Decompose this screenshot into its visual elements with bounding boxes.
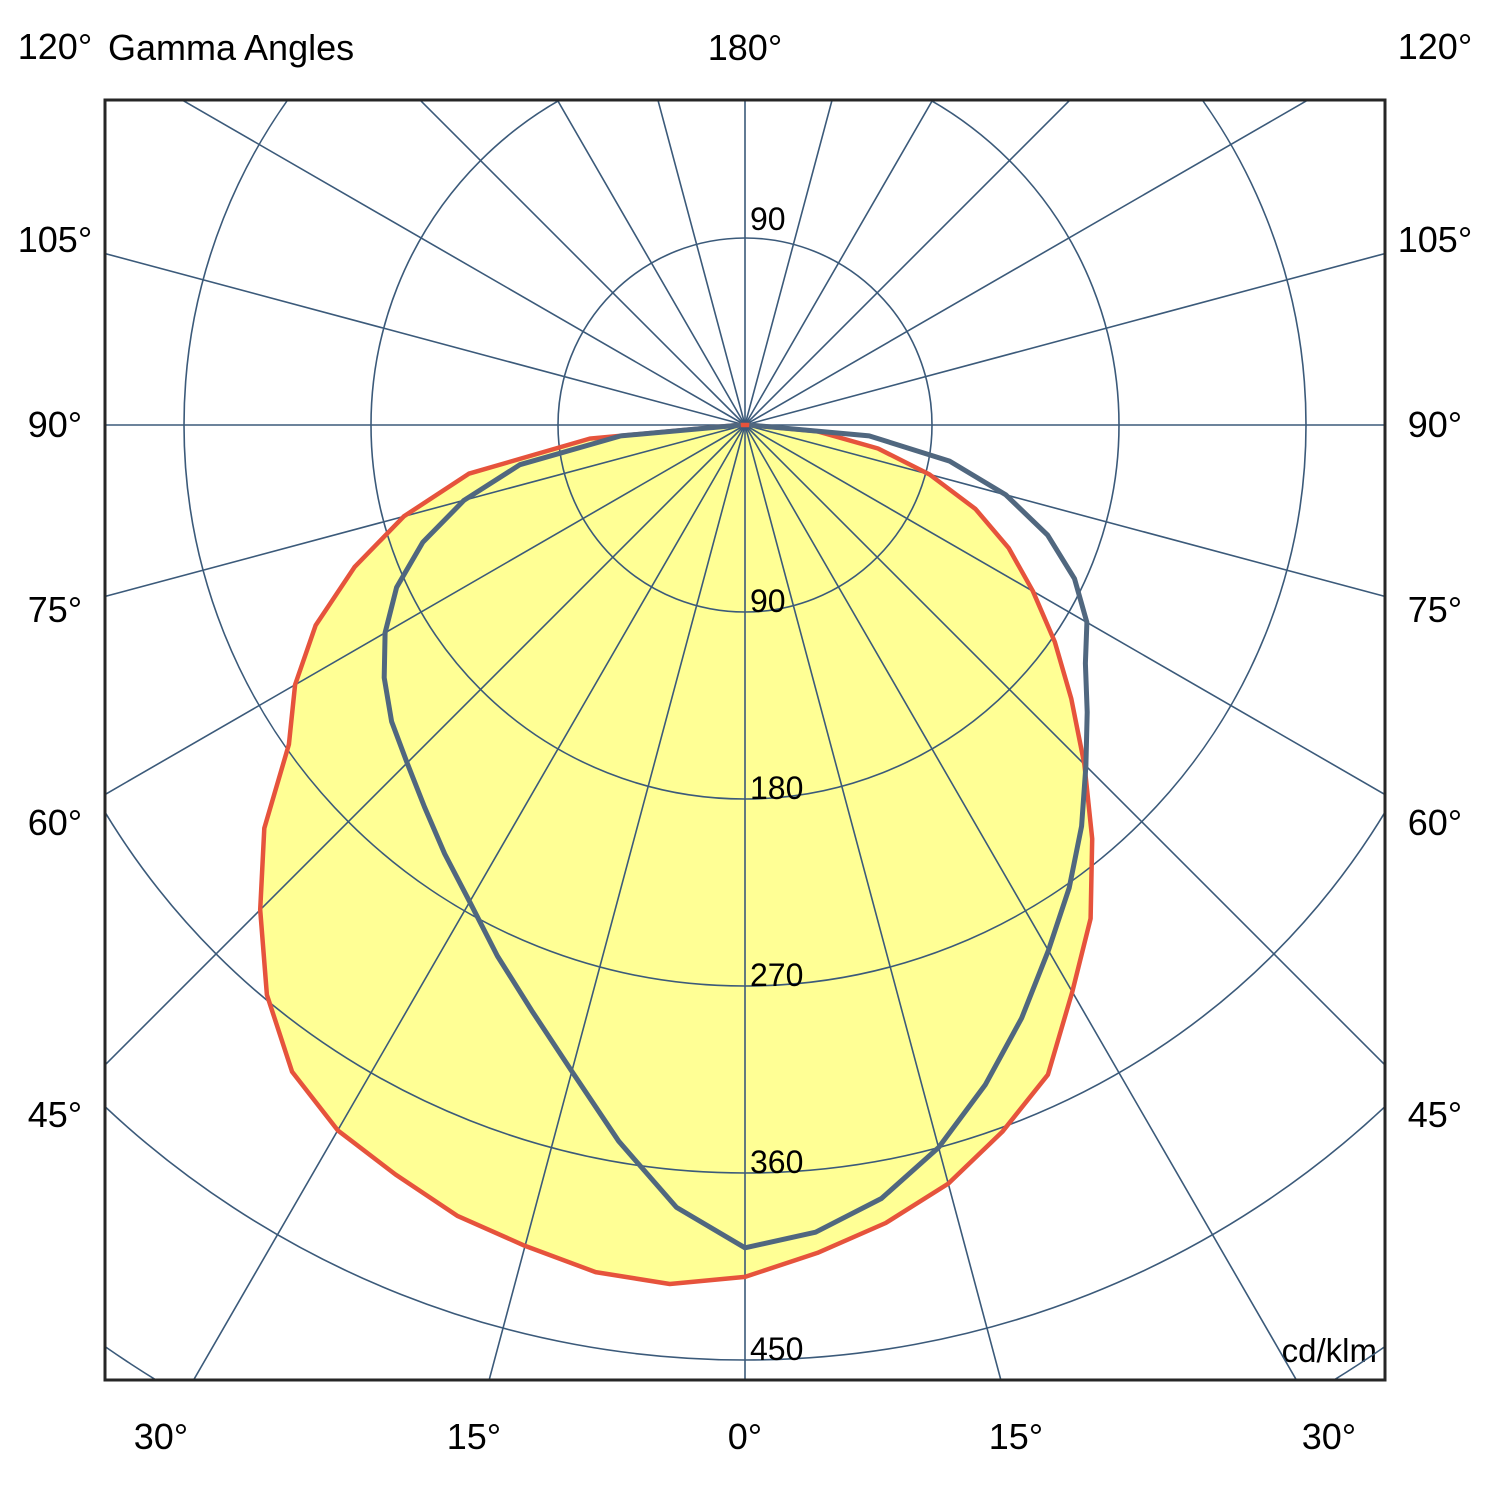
angle-label-bottom--15: 15° (447, 1416, 501, 1457)
curve-fill-1 (260, 425, 1093, 1284)
unit-label: cd/klm (1282, 1332, 1377, 1369)
angle-label-bottom-30: 30° (1302, 1416, 1356, 1457)
polar-ray-135 (744, 100, 1072, 426)
angle-label-bottom-0: 0° (728, 1416, 762, 1457)
angle-label-bottom-15: 15° (989, 1416, 1043, 1457)
angle-label-right-105: 105° (1398, 219, 1472, 260)
photometric-curve-outline (381, 422, 1090, 1251)
polar-ray-30 (744, 424, 1298, 1380)
radial-tick-label: 90 (750, 201, 786, 237)
angle-label-left-45: 45° (28, 1094, 82, 1135)
polar-ray-60 (744, 424, 1385, 796)
plot-border (103, 98, 1387, 1382)
angle-label-right-90: 90° (1408, 404, 1462, 445)
angle-label-right-75: 75° (1408, 589, 1462, 630)
polar-ray-345 (488, 424, 746, 1380)
polar-ray-75 (744, 424, 1385, 598)
polar-ray-165 (744, 100, 833, 426)
polar-ray-255 (105, 252, 746, 426)
angle-label-left-105: 105° (18, 219, 92, 260)
radial-tick-label: 90 (750, 583, 786, 619)
angle-label-left-75: 75° (28, 589, 82, 630)
angle-label-right-45: 45° (1408, 1094, 1462, 1135)
radial-tick-label: 270 (750, 957, 803, 993)
radial-tick-label: 360 (750, 1144, 803, 1180)
angle-label-right-60: 60° (1408, 802, 1462, 843)
polar-ray-195 (657, 100, 746, 426)
polar-ray-285 (105, 424, 746, 598)
polar-ray-240 (180, 100, 746, 426)
polar-ray-150 (744, 100, 934, 426)
angle-label-left-60: 60° (28, 802, 82, 843)
radial-tick-label: 450 (750, 1331, 803, 1367)
polar-ray-15 (744, 424, 1002, 1380)
polar-ray-330 (192, 424, 746, 1380)
photometric-curve-filled (257, 422, 1095, 1287)
polar-ray-210 (556, 100, 746, 426)
polar-ray-300 (105, 424, 746, 796)
chart-title: Gamma Angles (108, 27, 354, 68)
angle-label-bottom--30: 30° (134, 1416, 188, 1457)
polar-ray-225 (418, 100, 746, 426)
polar-ray-120 (744, 100, 1310, 426)
polar-ray-105 (744, 252, 1385, 426)
angle-label-left-120: 120° (18, 26, 92, 67)
angle-label-left-90: 90° (28, 404, 82, 445)
angle-label-top-180: 180° (708, 27, 782, 68)
radial-tick-label: 180 (750, 770, 803, 806)
polar-ray-45 (744, 424, 1385, 1067)
angle-label-right-120: 120° (1398, 26, 1472, 67)
